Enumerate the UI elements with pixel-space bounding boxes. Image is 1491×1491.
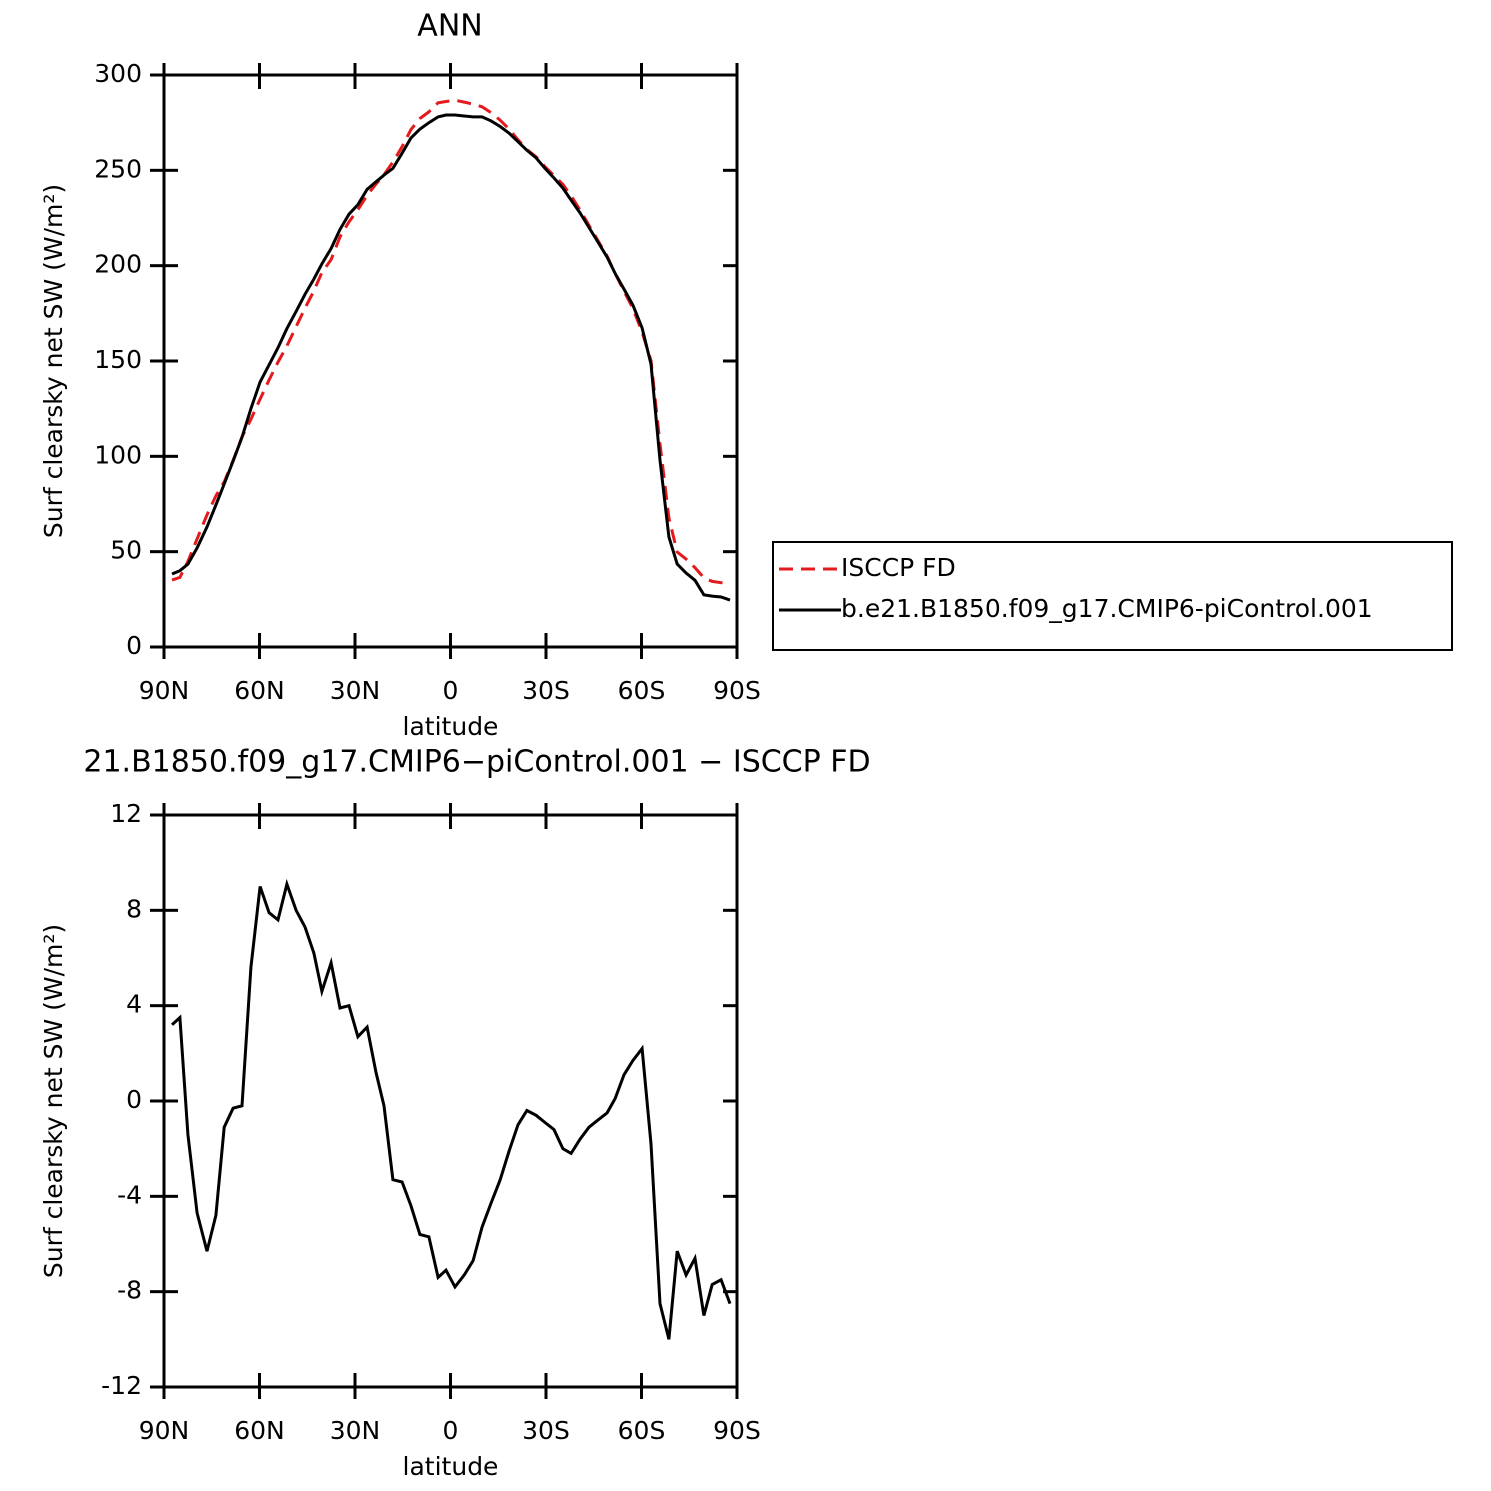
data-line xyxy=(170,878,732,1340)
x-tick-label: 90N xyxy=(139,1416,190,1445)
x-tick-label: 60S xyxy=(618,676,666,705)
plot-frame xyxy=(162,813,739,1389)
x-axis-label: latitude xyxy=(403,712,499,741)
x-tick-label: 30N xyxy=(330,1416,381,1445)
x-axis-label: latitude xyxy=(403,1452,499,1481)
chart-title: 21.B1850.f09_g17.CMIP6−piControl.001 − I… xyxy=(83,745,870,780)
x-tick-label: 60S xyxy=(618,1416,666,1445)
x-tick-label: 90N xyxy=(139,676,190,705)
x-tick-label: 0 xyxy=(443,676,459,705)
x-tick-label: 30S xyxy=(522,676,570,705)
y-tick-label: 150 xyxy=(94,345,142,374)
legend-box xyxy=(772,541,1453,651)
y-tick-label: 100 xyxy=(94,440,142,469)
data-line xyxy=(171,113,731,602)
y-tick-label: 4 xyxy=(126,990,142,1019)
y-tick-label: 50 xyxy=(110,536,142,565)
y-tick-label: 300 xyxy=(94,59,142,88)
y-tick-label: 0 xyxy=(126,631,142,660)
legend-label: b.e21.B1850.f09_g17.CMIP6-piControl.001 xyxy=(841,594,1373,623)
x-tick-label: 60N xyxy=(234,1416,285,1445)
legend-label: ISCCP FD xyxy=(841,553,956,582)
y-tick-label: -12 xyxy=(101,1371,142,1400)
x-tick-label: 90S xyxy=(713,676,761,705)
y-tick-label: 250 xyxy=(94,154,142,183)
x-tick-label: 30N xyxy=(330,676,381,705)
chart-title: ANN xyxy=(417,9,482,44)
y-tick-label: 8 xyxy=(126,894,142,923)
y-tick-label: 200 xyxy=(94,250,142,279)
x-tick-label: 0 xyxy=(443,1416,459,1445)
y-tick-label: 12 xyxy=(110,799,142,828)
x-tick-label: 60N xyxy=(234,676,285,705)
y-tick-label: -4 xyxy=(117,1180,142,1209)
x-tick-label: 90S xyxy=(713,1416,761,1445)
y-tick-label: 0 xyxy=(126,1085,142,1114)
y-tick-label: -8 xyxy=(117,1276,142,1305)
y-axis-label: Surf clearsky net SW (W/m²) xyxy=(39,184,68,538)
x-tick-label: 30S xyxy=(522,1416,570,1445)
y-axis-label: Surf clearsky net SW (W/m²) xyxy=(39,924,68,1278)
